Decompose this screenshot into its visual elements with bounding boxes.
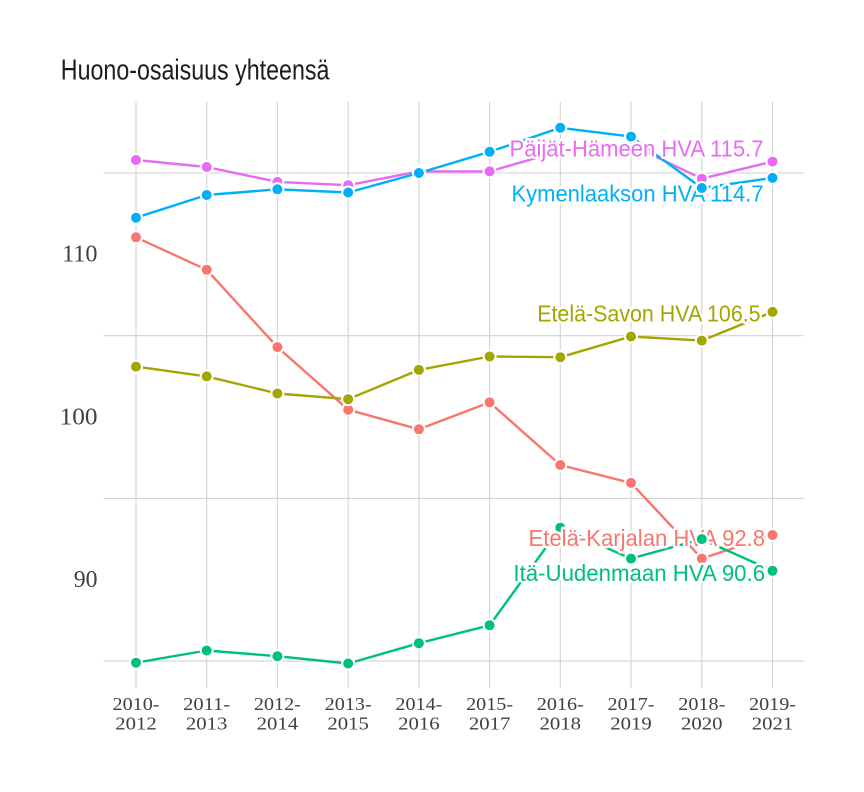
svg-text:Päijät-Hämeen HVA 115.7: Päijät-Hämeen HVA 115.7 — [510, 136, 764, 162]
svg-text:2013-: 2013- — [325, 694, 372, 714]
svg-text:Itä-Uudenmaan HVA 90.6: Itä-Uudenmaan HVA 90.6 — [513, 560, 765, 586]
svg-text:2010-: 2010- — [113, 694, 160, 714]
svg-text:2017: 2017 — [469, 714, 511, 734]
svg-text:2011-: 2011- — [183, 694, 230, 714]
svg-text:2018-: 2018- — [678, 694, 725, 714]
svg-text:2012-: 2012- — [254, 694, 301, 714]
svg-text:2015: 2015 — [327, 714, 369, 734]
svg-text:2020: 2020 — [681, 714, 723, 734]
svg-text:2012: 2012 — [115, 714, 157, 734]
svg-text:2016: 2016 — [398, 714, 440, 734]
svg-text:2015-: 2015- — [466, 694, 513, 714]
svg-text:2016-: 2016- — [537, 694, 584, 714]
svg-text:100: 100 — [60, 404, 98, 430]
svg-text:90: 90 — [74, 567, 98, 593]
svg-text:2019: 2019 — [610, 714, 652, 734]
svg-text:Etelä-Savon HVA 106.5: Etelä-Savon HVA 106.5 — [537, 301, 760, 327]
svg-text:Etelä-Karjalan HVA 92.8: Etelä-Karjalan HVA 92.8 — [529, 525, 766, 551]
svg-text:110: 110 — [62, 242, 97, 268]
svg-text:2021: 2021 — [752, 714, 794, 734]
svg-text:2014: 2014 — [257, 714, 299, 734]
svg-text:Huono-osaisuus yhteensä: Huono-osaisuus yhteensä — [61, 54, 330, 86]
svg-text:Etelä-Savon HVA 106.5: Etelä-Savon HVA 106.5 — [537, 301, 760, 327]
svg-text:2013: 2013 — [186, 714, 228, 734]
svg-text:Kymenlaakson HVA 114.7: Kymenlaakson HVA 114.7 — [512, 180, 764, 206]
svg-text:Kymenlaakson HVA 114.7: Kymenlaakson HVA 114.7 — [512, 180, 764, 206]
svg-text:Itä-Uudenmaan HVA 90.6: Itä-Uudenmaan HVA 90.6 — [513, 560, 765, 586]
svg-text:2017-: 2017- — [608, 694, 655, 714]
svg-text:2018: 2018 — [540, 714, 582, 734]
svg-text:Päijät-Hämeen HVA 115.7: Päijät-Hämeen HVA 115.7 — [510, 136, 764, 162]
svg-text:Etelä-Karjalan HVA 92.8: Etelä-Karjalan HVA 92.8 — [529, 525, 766, 551]
svg-text:2014-: 2014- — [395, 694, 442, 714]
svg-text:2019-: 2019- — [749, 694, 796, 714]
